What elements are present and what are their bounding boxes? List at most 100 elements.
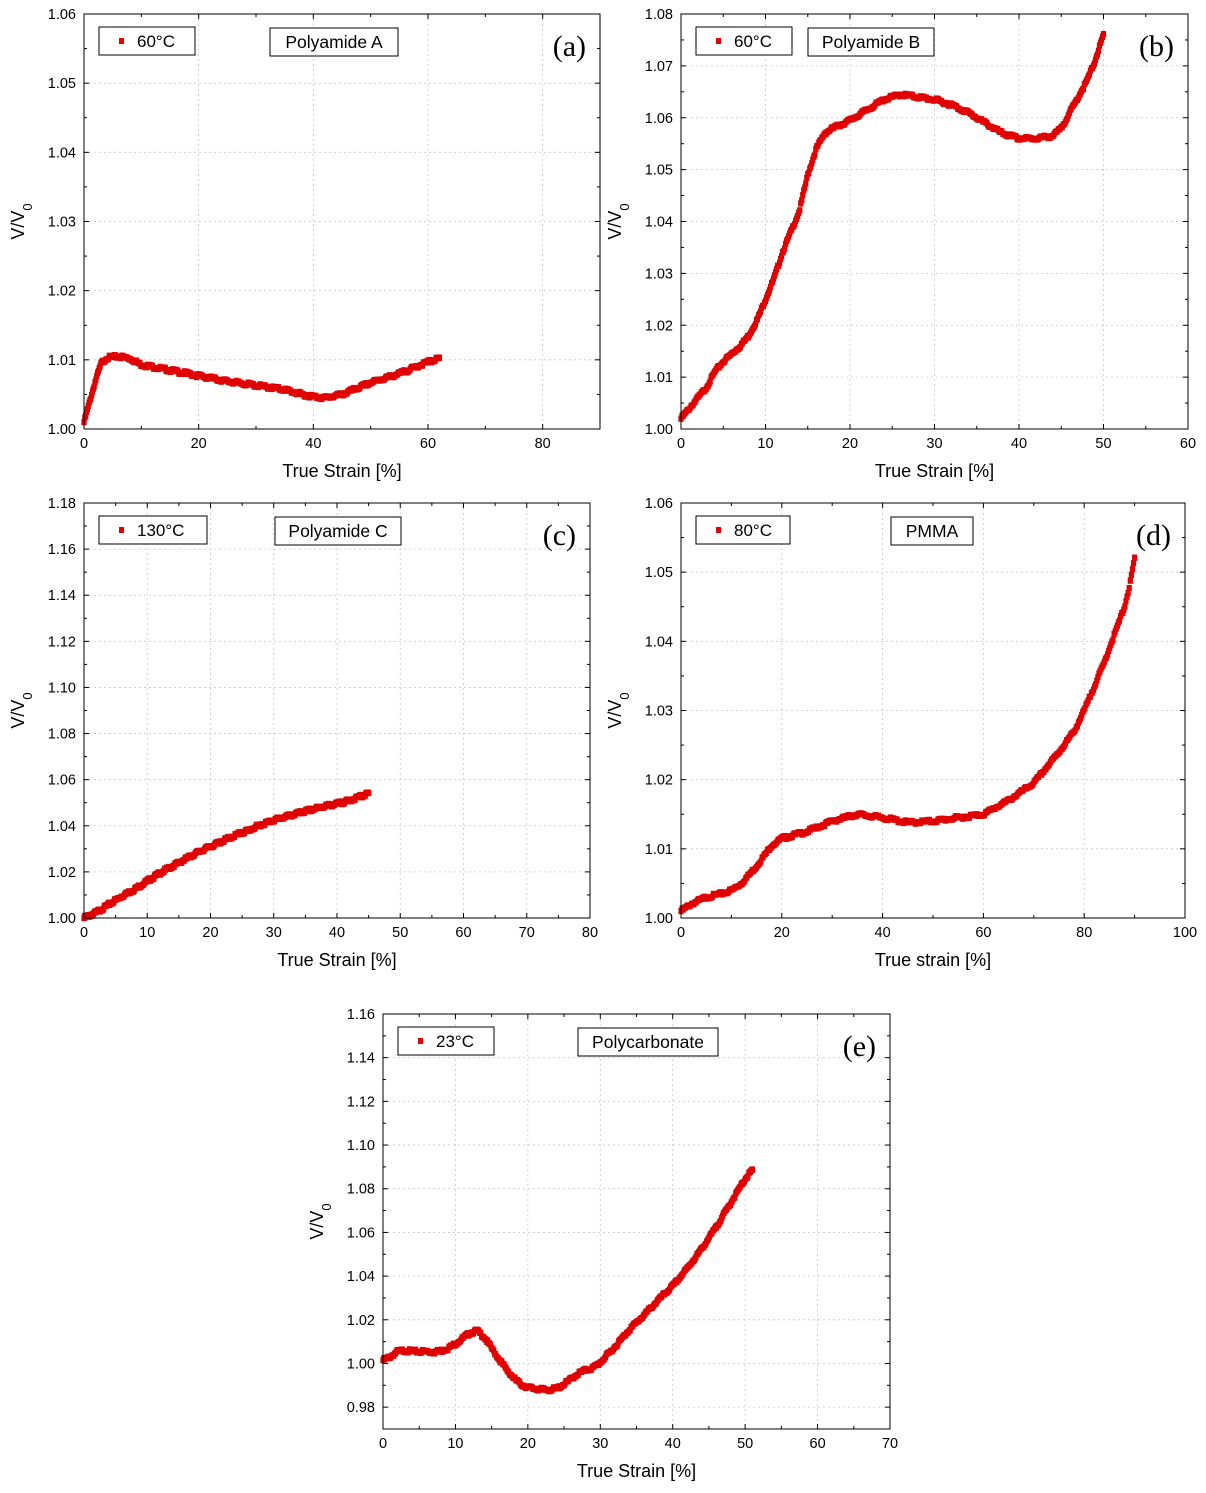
data-point (1126, 584, 1132, 592)
data-point (1086, 71, 1093, 78)
y-tick-label: 1.02 (645, 773, 673, 789)
data-point (85, 402, 91, 410)
legend-marker (716, 38, 721, 44)
data-point (93, 376, 99, 383)
y-tick-label: 1.16 (347, 1007, 375, 1023)
data-point (1095, 673, 1101, 681)
panel-label: (b) (1139, 30, 1174, 63)
y-tick-label: 1.06 (347, 1225, 375, 1241)
x-axis-title: True Strain [%] (277, 950, 396, 970)
x-tick-label: 40 (1011, 436, 1027, 452)
series-markers (81, 789, 372, 922)
material-label-text: Polyamide B (822, 32, 920, 52)
legend: 60°C (98, 26, 196, 56)
material-label-box (269, 27, 399, 57)
y-tick-label: 1.07 (645, 59, 673, 75)
y-tick-label: 1.04 (645, 634, 673, 650)
data-point (797, 207, 803, 214)
x-tick-label: 80 (535, 436, 551, 452)
data-point (773, 266, 780, 273)
x-tick-label: 0 (677, 436, 685, 452)
x-axis: 0 20 40 60 80 100 (677, 503, 1197, 941)
data-point (1105, 651, 1111, 658)
y-tick-label: 1.05 (48, 76, 76, 92)
data-point (808, 163, 814, 170)
legend-box (98, 515, 208, 545)
y-tick-label: 1.01 (645, 370, 673, 386)
data-point (757, 308, 764, 315)
y-axis: 1.00 1.02 1.04 1.06 1.08 1.10 1.12 1.14 1.16 1.18 (48, 496, 590, 927)
data-point (436, 354, 443, 362)
x-tick-label: 40 (305, 436, 321, 452)
data-point (799, 197, 805, 204)
y-tick-label: 1.01 (48, 353, 76, 369)
x-tick-label: 30 (926, 436, 942, 452)
y-tick-label: 1.06 (48, 7, 76, 23)
legend-label: 80°C (734, 521, 772, 540)
y-tick-label: 1.12 (347, 1094, 375, 1110)
data-point (1091, 60, 1098, 67)
y-tick-label: 1.03 (645, 266, 673, 282)
panel-label: (d) (1136, 519, 1171, 552)
y-tick-label: 1.08 (645, 7, 673, 23)
x-tick-label: 50 (1095, 436, 1111, 452)
x-tick-label: 20 (774, 925, 790, 941)
data-point (1107, 644, 1113, 652)
data-point (776, 259, 783, 267)
panel-label: (e) (843, 1030, 876, 1063)
material-label-box (577, 1027, 719, 1057)
x-tick-label: 70 (519, 925, 535, 941)
data-point (749, 1166, 755, 1173)
material-label-text: Polyamide C (288, 521, 387, 541)
data-point (366, 789, 372, 797)
data-point (1087, 693, 1093, 700)
x-tick-label: 60 (455, 925, 471, 941)
legend: 130°C (98, 515, 208, 545)
y-tick-label: 1.16 (48, 542, 76, 558)
data-point (812, 151, 818, 159)
y-tick-label: 1.02 (48, 865, 76, 881)
x-tick-label: 20 (191, 436, 207, 452)
y-axis: 1.00 1.01 1.02 1.03 1.04 1.05 1.06 (645, 496, 1185, 927)
y-tick-label: 1.06 (48, 773, 76, 789)
material-label-text: Polycarbonate (592, 1032, 704, 1052)
legend-marker (716, 527, 721, 533)
data-point (89, 392, 95, 399)
data-point (1085, 697, 1091, 704)
material-label-box (807, 27, 935, 57)
data-point (1123, 598, 1129, 605)
data-point (1124, 593, 1130, 600)
data-point (1082, 705, 1088, 712)
data-point (1122, 603, 1128, 610)
grid (84, 503, 590, 918)
data-point (1080, 85, 1086, 93)
data-point (778, 253, 785, 260)
y-tick-label: 1.04 (645, 215, 673, 231)
data-point (1127, 577, 1133, 584)
y-tick-label: 1.14 (48, 588, 76, 604)
material-label-text: Polyamide A (285, 32, 383, 52)
legend-box (397, 1026, 495, 1056)
x-tick-label: 60 (1180, 436, 1196, 452)
y-tick-label: 1.12 (48, 634, 76, 650)
y-tick-label: 1.05 (645, 565, 673, 581)
x-tick-label: 30 (592, 1436, 608, 1452)
y-tick-label: 1.18 (48, 496, 76, 512)
data-point (1130, 559, 1137, 567)
y-tick-label: 1.04 (48, 819, 76, 835)
legend-box (695, 26, 793, 56)
x-tick-label: 0 (80, 436, 88, 452)
y-tick-label: 1.02 (645, 318, 673, 334)
y-tick-label: 1.00 (645, 422, 673, 438)
legend-label: 130°C (137, 521, 184, 540)
x-tick-label: 20 (842, 436, 858, 452)
y-tick-label: 1.04 (347, 1269, 375, 1285)
x-tick-label: 0 (677, 925, 685, 941)
legend-label: 60°C (137, 32, 175, 51)
y-tick-label: 1.08 (347, 1182, 375, 1198)
y-tick-label: 1.10 (48, 680, 76, 696)
x-tick-label: 70 (882, 1436, 898, 1452)
x-tick-label: 40 (329, 925, 345, 941)
y-tick-label: 1.00 (645, 911, 673, 927)
material-label: Polyamide C (274, 516, 402, 546)
